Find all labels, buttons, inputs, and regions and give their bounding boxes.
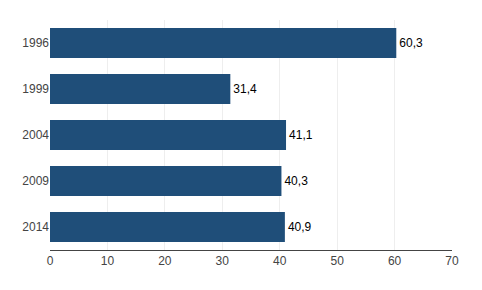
svg-text:2004: 2004: [22, 128, 49, 142]
svg-text:50: 50: [330, 254, 344, 268]
svg-text:30: 30: [216, 254, 230, 268]
svg-text:10: 10: [101, 254, 115, 268]
svg-text:2009: 2009: [22, 174, 49, 188]
svg-text:40: 40: [273, 254, 287, 268]
svg-text:2014: 2014: [22, 220, 49, 234]
svg-text:40,3: 40,3: [284, 174, 308, 188]
svg-text:70: 70: [445, 254, 459, 268]
svg-text:1999: 1999: [22, 82, 49, 96]
svg-text:0: 0: [47, 254, 54, 268]
svg-text:60: 60: [388, 254, 402, 268]
svg-text:1996: 1996: [22, 36, 49, 50]
svg-text:60,3: 60,3: [399, 36, 423, 50]
svg-text:31,4: 31,4: [233, 82, 257, 96]
svg-text:20: 20: [158, 254, 172, 268]
svg-text:41,1: 41,1: [289, 128, 313, 142]
svg-text:40,9: 40,9: [288, 220, 312, 234]
